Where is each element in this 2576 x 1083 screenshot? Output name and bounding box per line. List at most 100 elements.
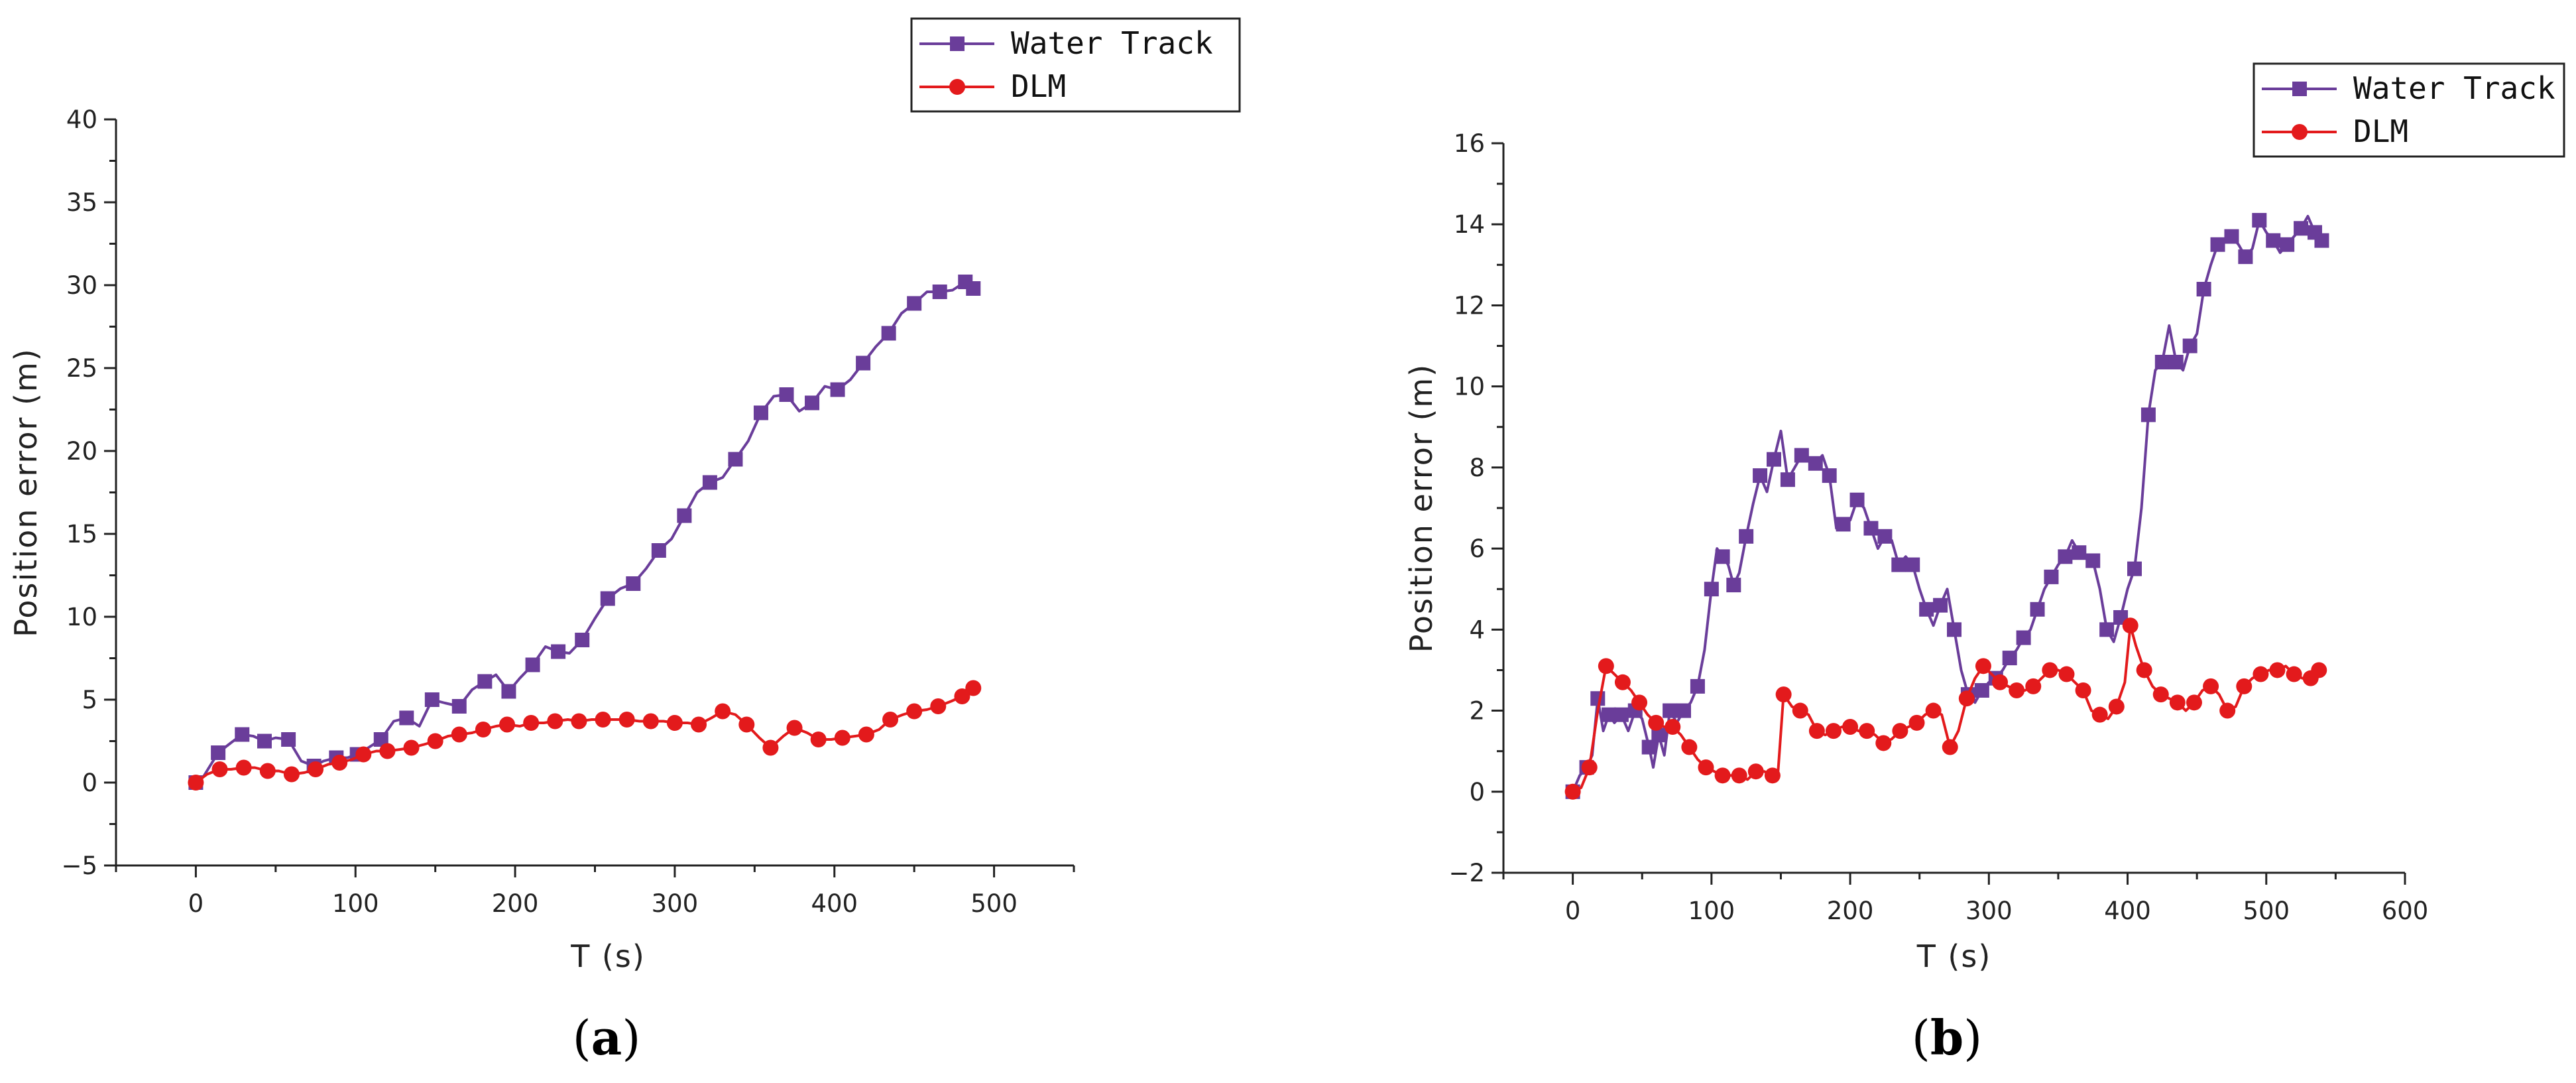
y-tick-label: 14	[1454, 210, 1485, 239]
legend-marker-circle	[2292, 124, 2308, 140]
data-point-dlm	[1731, 767, 1747, 784]
data-point-water-track	[2154, 355, 2170, 369]
data-point-water-track	[702, 475, 717, 490]
data-point-dlm	[451, 726, 467, 743]
data-point-dlm	[1842, 719, 1859, 735]
data-point-dlm	[1892, 723, 1908, 739]
data-point-dlm	[1908, 714, 1925, 731]
y-tick-label: 5	[82, 686, 97, 714]
data-point-dlm	[2122, 617, 2138, 634]
data-point-water-track	[501, 684, 516, 699]
y-tick-label: 35	[66, 188, 97, 217]
data-point-dlm	[2075, 682, 2091, 698]
data-point-dlm	[2152, 686, 2169, 703]
y-axis-title: Position error (m)	[8, 348, 44, 637]
data-point-water-track	[1780, 472, 1795, 487]
data-point-water-track	[1704, 582, 1719, 597]
data-point-dlm	[2058, 666, 2075, 682]
data-point-dlm	[1992, 674, 2009, 690]
panel-caption: (a)	[573, 1009, 641, 1066]
x-tick-label: 0	[1565, 897, 1581, 925]
data-point-water-track	[1877, 529, 1893, 544]
x-tick-label: 500	[2243, 897, 2290, 925]
y-tick-label: 2	[1469, 697, 1485, 726]
data-point-dlm	[595, 712, 611, 728]
data-point-dlm	[2136, 662, 2152, 678]
data-point-dlm	[2169, 694, 2186, 711]
data-point-water-track	[1613, 707, 1629, 722]
data-point-water-track	[2072, 545, 2087, 560]
legend-label: Water Track	[1011, 25, 1213, 61]
data-point-dlm	[810, 732, 827, 747]
y-tick-label: 0	[82, 769, 97, 797]
data-point-water-track	[728, 452, 743, 467]
data-point-dlm	[499, 716, 516, 733]
data-point-water-track	[1739, 529, 1754, 544]
data-point-water-track	[2210, 237, 2225, 252]
data-point-dlm	[283, 766, 300, 783]
data-point-dlm	[1958, 690, 1975, 707]
caption-open: (	[1912, 1010, 1930, 1066]
legend-label: DLM	[2353, 113, 2408, 149]
data-point-dlm	[1792, 702, 1808, 719]
data-point-dlm	[786, 720, 803, 736]
x-tick-label: 400	[811, 889, 858, 918]
data-point-water-track	[1602, 707, 1617, 722]
data-point-water-track	[1974, 683, 1989, 698]
data-point-dlm	[235, 759, 252, 776]
data-point-dlm	[954, 688, 970, 704]
data-point-dlm	[858, 726, 874, 743]
y-tick-label: 8	[1469, 454, 1485, 482]
data-point-water-track	[2002, 651, 2017, 666]
caption-close: )	[1963, 1010, 1982, 1066]
data-point-dlm	[715, 703, 731, 720]
data-point-water-track	[2314, 233, 2329, 248]
data-point-water-track	[600, 591, 615, 606]
data-point-water-track	[1767, 452, 1781, 467]
y-tick-label: 40	[66, 105, 97, 134]
data-point-dlm	[2186, 694, 2202, 711]
data-point-dlm	[691, 716, 707, 733]
y-tick-label: 10	[66, 603, 97, 631]
data-point-water-track	[2238, 249, 2253, 265]
data-point-dlm	[2269, 662, 2286, 678]
legend-marker-square	[950, 36, 965, 51]
data-point-dlm	[211, 761, 228, 777]
panel-caption: (b)	[1912, 1009, 1983, 1066]
data-point-water-track	[2085, 553, 2101, 568]
legend-box	[2253, 62, 2565, 158]
data-point-water-track	[477, 674, 493, 689]
data-point-water-track	[551, 644, 566, 659]
data-point-water-track	[211, 745, 226, 760]
data-point-dlm	[1825, 723, 1842, 739]
data-point-dlm	[930, 698, 947, 714]
data-point-dlm	[355, 746, 372, 763]
data-point-water-track	[805, 395, 820, 411]
data-point-water-track	[1891, 557, 1906, 572]
data-point-dlm	[475, 722, 491, 737]
y-tick-label: 0	[1469, 778, 1485, 806]
data-point-dlm	[834, 730, 850, 746]
data-point-dlm	[1581, 759, 1598, 776]
data-point-dlm	[403, 739, 420, 756]
data-point-water-track	[2196, 282, 2211, 296]
data-point-dlm	[259, 763, 276, 779]
data-point-dlm	[2219, 702, 2236, 719]
x-tick-label: 100	[1688, 897, 1735, 925]
x-tick-label: 0	[188, 889, 204, 918]
caption-letter: b	[1930, 1009, 1963, 1066]
data-point-dlm	[1681, 739, 1698, 755]
data-point-water-track	[1676, 703, 1691, 718]
y-tick-label: 15	[66, 520, 97, 548]
y-tick-label: −5	[61, 852, 97, 880]
data-point-water-track	[2058, 549, 2073, 564]
caption-open: (	[573, 1010, 591, 1066]
data-point-dlm	[2236, 678, 2253, 694]
y-tick-label: −2	[1448, 859, 1485, 887]
data-point-water-track	[575, 633, 590, 647]
data-point-dlm	[1564, 783, 1581, 800]
data-point-dlm	[618, 712, 635, 728]
data-point-water-track	[2252, 213, 2267, 228]
data-point-dlm	[965, 680, 982, 696]
